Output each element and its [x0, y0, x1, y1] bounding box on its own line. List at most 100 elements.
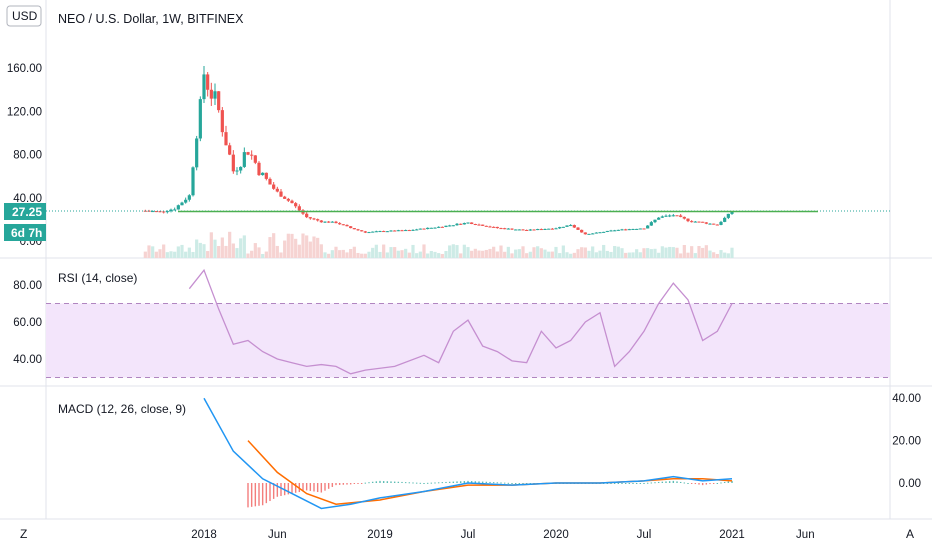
volume-bar: [605, 250, 609, 258]
candle-body: [385, 231, 389, 233]
volume-bar: [547, 251, 551, 258]
candle-body: [671, 215, 675, 217]
histogram-bar: [716, 483, 719, 484]
candle-body: [697, 221, 701, 223]
histogram-bar: [467, 480, 469, 483]
histogram-bar: [353, 483, 356, 484]
price-tag-value: 27.25: [12, 205, 42, 219]
histogram-bar: [621, 483, 623, 484]
volume-bar: [360, 253, 364, 258]
candle-body: [536, 229, 540, 231]
candle-body: [499, 228, 503, 230]
price-tick-label: 40.00: [13, 193, 42, 205]
volume-bar: [620, 248, 624, 258]
volume-bar: [198, 242, 202, 258]
volume-bar: [719, 250, 723, 258]
candle-body: [422, 228, 426, 230]
histogram-bar: [690, 483, 693, 484]
volume-bar: [473, 248, 477, 258]
candle-body: [440, 226, 444, 228]
candle-body: [191, 167, 195, 196]
candle-body: [477, 224, 481, 226]
histogram-bar: [489, 481, 491, 483]
histogram-bar: [448, 481, 451, 483]
candle-body: [158, 211, 162, 213]
candle-body: [547, 228, 551, 230]
time-tick-label: Jun: [268, 529, 287, 541]
candle-body: [576, 227, 580, 230]
histogram-bar: [412, 482, 414, 484]
volume-bar: [484, 249, 488, 258]
volume-bar: [558, 253, 562, 258]
histogram-bar: [382, 481, 385, 483]
histogram-bar: [379, 480, 381, 483]
auto-scale-button[interactable]: A: [900, 525, 920, 543]
volume-bar: [594, 252, 598, 258]
currency-button[interactable]: USD: [6, 5, 42, 27]
histogram-bar: [441, 482, 444, 484]
candle-body: [290, 200, 294, 204]
histogram-bar: [269, 483, 271, 502]
histogram-bar: [474, 481, 477, 483]
volume-bar: [712, 252, 716, 258]
candle-body: [624, 229, 628, 231]
histogram-bar: [668, 481, 671, 483]
candle-body: [679, 215, 683, 217]
histogram-bar: [247, 483, 249, 508]
volume-bar: [488, 248, 492, 258]
volume-bar: [228, 231, 232, 258]
candle-body: [704, 222, 708, 224]
histogram-bar: [368, 482, 370, 484]
volume-bar: [627, 252, 631, 258]
histogram-bar: [459, 481, 462, 483]
time-axis[interactable]: 2018 Jun 2019 Jul 2020 Jul 2021 Jun: [191, 529, 814, 541]
volume-bar: [649, 249, 653, 258]
histogram-bar: [514, 483, 517, 484]
volume-bar: [440, 253, 444, 258]
candle-body: [638, 228, 642, 230]
histogram-bar: [397, 481, 400, 483]
log-scale-button[interactable]: Z: [14, 525, 34, 543]
volume-bar: [404, 248, 408, 258]
volume-bar: [422, 244, 426, 258]
volume-bar: [338, 250, 342, 258]
candle-body: [550, 228, 554, 230]
candle-body: [664, 215, 668, 217]
price-tick-label: 160.00: [7, 63, 42, 75]
candle-body: [459, 223, 463, 225]
volume-bar: [616, 246, 620, 258]
histogram-bar: [415, 482, 418, 484]
candle-body: [345, 224, 349, 227]
histogram-bar: [272, 483, 275, 499]
candle-body: [686, 218, 690, 222]
histogram-bar: [632, 483, 634, 484]
candle-body: [154, 211, 158, 213]
price-tick-label: 80.00: [13, 150, 42, 162]
time-tick-label: 2020: [543, 529, 569, 541]
volume-bar: [704, 245, 708, 258]
candle-body: [521, 229, 525, 231]
candle-body: [444, 225, 448, 228]
volume-bar: [158, 249, 162, 258]
volume-bar: [316, 237, 320, 258]
rsi-axis[interactable]: 80.00 60.00 40.00: [13, 280, 42, 366]
candle-body: [250, 154, 254, 156]
time-tick-label: 2019: [367, 529, 393, 541]
candle-body: [327, 221, 331, 223]
candle-body: [297, 206, 301, 211]
volume-bar: [312, 236, 316, 258]
histogram-bar: [280, 483, 282, 496]
volume-bar: [701, 247, 705, 258]
histogram-bar: [485, 481, 488, 483]
histogram-bar: [423, 483, 425, 484]
candle-body: [228, 145, 232, 155]
candle-body: [253, 155, 257, 163]
candle-body: [173, 209, 177, 211]
candle-body: [723, 217, 727, 222]
macd-axis[interactable]: 40.00 20.00 0.00: [892, 393, 921, 490]
candle-body: [565, 225, 569, 227]
volume-bar: [363, 253, 367, 258]
candle-body: [532, 229, 536, 231]
